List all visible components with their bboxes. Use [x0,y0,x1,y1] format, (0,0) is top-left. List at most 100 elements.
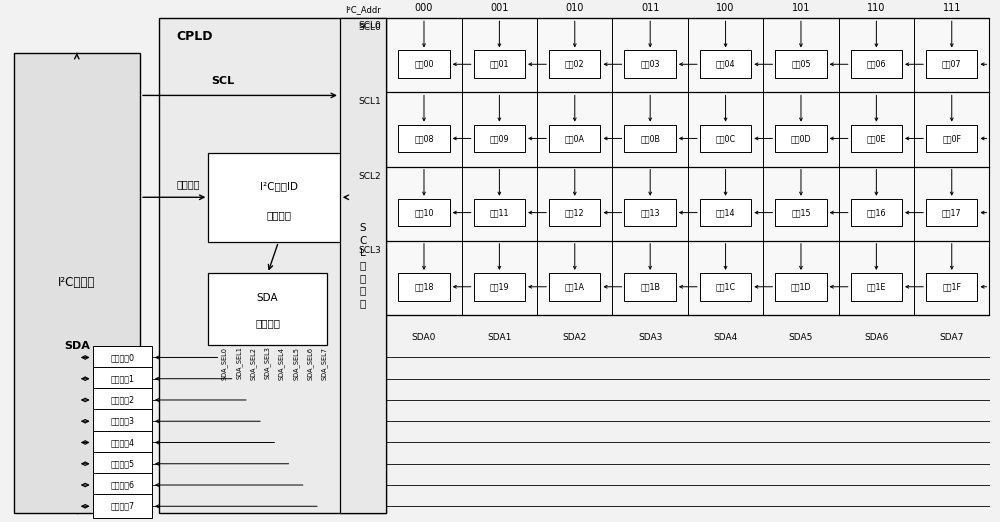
Bar [93,431,152,454]
Bar [474,273,525,301]
Text: 设备02: 设备02 [565,60,585,69]
Text: 模拟开关0: 模拟开关0 [110,353,134,362]
Bar [208,153,349,242]
Text: 设备00: 设备00 [414,60,434,69]
Bar [624,273,676,301]
Bar [93,367,152,390]
Text: 设备04: 设备04 [716,60,735,69]
Text: SCL1: SCL1 [359,98,381,106]
Text: SCL3: SCL3 [359,246,381,255]
Bar [93,346,152,370]
Bar [624,199,676,227]
Bar [159,18,386,513]
Bar [700,51,751,78]
Bar [398,51,450,78]
Bar [398,273,450,301]
Bar [851,125,902,152]
Bar [624,51,676,78]
Bar [775,273,827,301]
Text: 设备13: 设备13 [640,208,660,217]
Text: SDA7: SDA7 [940,333,964,342]
Text: SDA_SEL5: SDA_SEL5 [292,347,299,379]
Bar [93,409,152,433]
Text: 设备1B: 设备1B [640,282,660,291]
Text: SDA: SDA [257,293,278,303]
Text: 设备14: 设备14 [716,208,735,217]
Text: 设备0A: 设备0A [565,134,585,143]
Text: 设备06: 设备06 [867,60,886,69]
Text: 控制模块: 控制模块 [255,318,280,328]
Bar [549,125,600,152]
Text: 模拟开关2: 模拟开关2 [110,396,134,405]
Text: 设备07: 设备07 [942,60,962,69]
Text: 设备09: 设备09 [490,134,509,143]
Bar [926,199,977,227]
Bar [549,199,600,227]
Bar [474,199,525,227]
Text: SDA3: SDA3 [638,333,662,342]
Text: SDA_SEL7: SDA_SEL7 [321,347,328,379]
Bar [474,125,525,152]
Text: SDA_SEL2: SDA_SEL2 [250,347,257,379]
Bar [93,494,152,518]
Text: 111: 111 [943,3,961,14]
Text: 模拟开关6: 模拟开关6 [110,481,134,490]
Text: 设备10: 设备10 [414,208,434,217]
Text: SDA_SEL3: SDA_SEL3 [264,347,271,379]
Text: SDA_SEL0: SDA_SEL0 [221,347,228,379]
Bar [549,51,600,78]
Text: 设备08: 设备08 [414,134,434,143]
Text: 模拟开关3: 模拟开关3 [110,417,134,426]
Bar [208,274,327,345]
Text: 设备16: 设备16 [867,208,886,217]
Bar [851,51,902,78]
Bar [851,199,902,227]
Text: 设备03: 设备03 [640,60,660,69]
Bar [398,125,450,152]
Text: SDA: SDA [64,340,90,351]
Bar [700,273,751,301]
Bar [624,125,676,152]
Text: 设备1F: 设备1F [942,282,961,291]
Text: SDA1: SDA1 [487,333,512,342]
Text: 设备19: 设备19 [490,282,509,291]
Bar [340,18,386,513]
Bar [398,199,450,227]
Bar [926,125,977,152]
Text: SDA4: SDA4 [713,333,738,342]
Text: 模拟开关1: 模拟开关1 [110,374,134,383]
Text: 模拟开关7: 模拟开关7 [110,502,134,511]
Text: SCL0: SCL0 [359,23,381,32]
Bar [549,273,600,301]
Text: SCL0: SCL0 [359,21,381,30]
Bar [775,125,827,152]
Bar [700,199,751,227]
Text: 设备1E: 设备1E [867,282,886,291]
Bar [926,273,977,301]
Text: SDA_SEL4: SDA_SEL4 [278,347,285,379]
Text: 设备0C: 设备0C [716,134,736,143]
Bar [93,388,152,412]
Text: 设备1C: 设备1C [716,282,736,291]
Bar [926,51,977,78]
Text: 模拟开关4: 模拟开关4 [110,438,134,447]
Text: I²C_Addr: I²C_Addr [346,5,381,14]
Text: 设备0E: 设备0E [867,134,886,143]
Text: SDA_SEL6: SDA_SEL6 [307,347,313,379]
Bar [386,18,989,315]
Text: 011: 011 [641,3,659,14]
Text: 100: 100 [716,3,735,14]
Text: SCL2: SCL2 [359,172,381,181]
Bar [93,473,152,497]
Text: 设备15: 设备15 [791,208,811,217]
Bar [775,51,827,78]
Text: SDA_SEL1: SDA_SEL1 [236,347,242,379]
Text: 101: 101 [792,3,810,14]
Text: SDA6: SDA6 [864,333,889,342]
Text: 设备18: 设备18 [414,282,434,291]
Text: 设备1A: 设备1A [565,282,585,291]
Text: 110: 110 [867,3,886,14]
Text: SDA0: SDA0 [412,333,436,342]
Bar [474,51,525,78]
Text: 010: 010 [566,3,584,14]
